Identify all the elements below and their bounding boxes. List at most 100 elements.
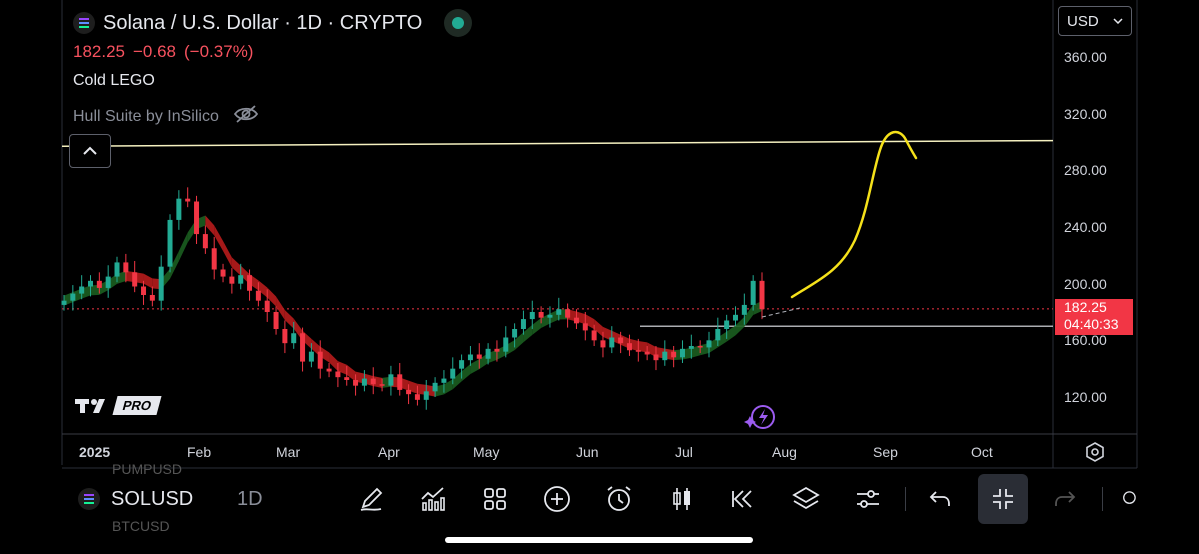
- interval-selector[interactable]: 1D: [237, 488, 263, 510]
- candle-body: [149, 295, 155, 301]
- hull-segment: [717, 331, 727, 348]
- candle-body: [88, 280, 94, 287]
- hull-segment: [284, 310, 294, 329]
- candle-body: [565, 309, 571, 318]
- drawing-tools-button[interactable]: [353, 481, 389, 517]
- hull-segment: [214, 225, 224, 251]
- price-tick-label: 120.00: [1064, 389, 1107, 405]
- candle-body: [308, 351, 314, 362]
- resistance-trendline[interactable]: [61, 139, 1054, 147]
- hull-segment: [602, 326, 612, 341]
- candle-body: [194, 201, 200, 235]
- time-tick-label: Apr: [378, 444, 400, 460]
- last-price: 182.25: [73, 42, 125, 61]
- hull-segment: [276, 296, 285, 321]
- hull-segment: [178, 232, 188, 262]
- collapse-legend-button[interactable]: [69, 134, 111, 168]
- settings-sliders-icon: [857, 490, 879, 508]
- market-status-icon[interactable]: [444, 9, 473, 37]
- candle-body: [132, 272, 138, 287]
- redo-button[interactable]: [1047, 481, 1083, 517]
- chart-type-button[interactable]: [664, 481, 700, 517]
- candle-body: [441, 378, 447, 383]
- indicator-hull-suite[interactable]: Hull Suite by InSilico: [73, 104, 259, 129]
- time-tick-label: Oct: [971, 444, 993, 460]
- symbol-selector[interactable]: SOLUSD: [111, 488, 194, 510]
- indicator-cold-lego[interactable]: Cold LEGO: [73, 72, 155, 89]
- hull-segment: [461, 363, 471, 382]
- hull-segment: [708, 337, 718, 353]
- hull-segment: [258, 280, 268, 298]
- candle-body: [370, 378, 376, 385]
- hull-segment: [452, 371, 462, 390]
- candle-body: [317, 351, 323, 369]
- candle-body: [618, 337, 624, 344]
- hull-segment: [585, 314, 595, 330]
- time-tick-label: Feb: [187, 444, 212, 460]
- candle-body: [644, 351, 650, 355]
- more-tools-button[interactable]: [1118, 481, 1138, 517]
- hull-segment: [337, 361, 347, 375]
- candle-body: [529, 312, 535, 320]
- candle-body: [202, 234, 208, 249]
- chart-settings-sliders-button[interactable]: [850, 481, 886, 517]
- price-tick-label: 240.00: [1064, 219, 1107, 235]
- price-change-percent: (−0.37%): [184, 42, 254, 61]
- candle-body: [512, 329, 518, 338]
- candle-body: [476, 354, 482, 359]
- eye-off-icon[interactable]: [233, 104, 259, 129]
- price-tick-label: 320.00: [1064, 105, 1107, 122]
- symbol-title-row[interactable]: Solana / U.S. Dollar · 1D · CRYPTO: [73, 9, 473, 37]
- hull-segment: [523, 324, 533, 343]
- candle-body: [520, 319, 526, 329]
- chart-settings-button[interactable]: [1084, 441, 1106, 468]
- tradingview-logo: PRO: [75, 396, 162, 415]
- hull-segment: [744, 305, 754, 327]
- candle-body: [715, 329, 721, 341]
- layouts-button[interactable]: [477, 481, 513, 517]
- candle-body: [503, 337, 509, 352]
- candle-body: [494, 348, 500, 352]
- candle-body: [467, 354, 473, 361]
- hull-segment: [470, 359, 480, 374]
- candle-body: [547, 314, 553, 318]
- candle-body: [79, 286, 85, 294]
- hull-segment: [735, 316, 745, 336]
- candle-body: [282, 329, 288, 344]
- alerts-button[interactable]: [601, 481, 637, 517]
- candle-body: [414, 394, 420, 400]
- hull-segment: [320, 346, 330, 363]
- candle-body: [609, 337, 615, 348]
- undo-button[interactable]: [922, 481, 958, 517]
- candle-body: [600, 340, 606, 348]
- drawn-projection-curve[interactable]: [790, 130, 918, 299]
- candle-body: [238, 275, 244, 284]
- candle-body: [114, 262, 120, 277]
- candle-body: [432, 382, 438, 392]
- replay-button[interactable]: [725, 481, 761, 517]
- candle-body: [344, 377, 350, 380]
- candle-body: [626, 343, 632, 351]
- plus-circle-icon: [544, 486, 570, 512]
- currency-select[interactable]: USD: [1058, 6, 1132, 36]
- exit-fullscreen-button[interactable]: [978, 474, 1028, 524]
- indicators-button[interactable]: [415, 481, 451, 517]
- object-tree-button[interactable]: [788, 481, 824, 517]
- indicators-icon: [421, 487, 445, 511]
- solana-logo-icon: [73, 12, 95, 34]
- price-change: −0.68: [133, 42, 177, 61]
- add-button[interactable]: [539, 481, 575, 517]
- lightning-icon[interactable]: [744, 405, 775, 429]
- candle-body: [353, 380, 359, 386]
- time-tick-label: Sep: [873, 444, 898, 460]
- solana-logo-icon: [78, 488, 100, 510]
- candle-body: [653, 354, 659, 361]
- candle-body: [591, 330, 597, 341]
- candle-body: [220, 269, 226, 277]
- candle-body: [732, 314, 738, 321]
- toolbar-separator: [905, 487, 906, 511]
- candle-body: [229, 276, 235, 284]
- search-icon: [1123, 491, 1136, 504]
- current-price-label: 182.25 04:40:33: [1055, 299, 1133, 335]
